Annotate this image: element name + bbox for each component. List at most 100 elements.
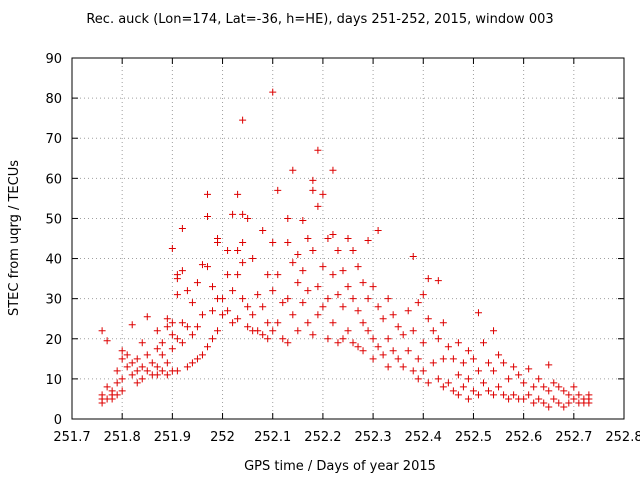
data-point xyxy=(294,279,302,287)
data-point xyxy=(244,214,252,222)
data-point xyxy=(505,375,513,383)
data-point xyxy=(434,335,442,343)
data-point xyxy=(118,375,126,383)
x-tick-label: 252.4 xyxy=(405,430,442,445)
data-point xyxy=(374,226,382,234)
data-point xyxy=(178,339,186,347)
data-point xyxy=(294,251,302,259)
data-point xyxy=(369,355,377,363)
data-point xyxy=(449,387,457,395)
data-point xyxy=(219,311,227,319)
data-point xyxy=(309,186,317,194)
data-point xyxy=(444,379,452,387)
data-point xyxy=(244,303,252,311)
data-point xyxy=(274,319,282,327)
data-point xyxy=(314,202,322,210)
data-point xyxy=(369,283,377,291)
data-point xyxy=(374,303,382,311)
data-point xyxy=(259,303,267,311)
data-point xyxy=(224,271,232,279)
data-point xyxy=(289,311,297,319)
data-point xyxy=(264,319,272,327)
data-point xyxy=(434,277,442,285)
data-point xyxy=(414,355,422,363)
data-point xyxy=(520,379,528,387)
data-point xyxy=(269,327,277,335)
data-point xyxy=(158,339,166,347)
data-point xyxy=(173,291,181,299)
data-point xyxy=(234,271,242,279)
data-point xyxy=(530,399,538,407)
axis-ticks: 251.7 251.8 251.9 252 252.1 252.2 252.3 252.4 25… xyxy=(45,52,640,445)
data-point xyxy=(304,287,312,295)
y-tick-label: 20 xyxy=(45,333,62,348)
data-point xyxy=(143,351,151,359)
data-point xyxy=(299,216,307,224)
data-point xyxy=(329,230,337,238)
data-point xyxy=(284,295,292,303)
data-point xyxy=(344,327,352,335)
data-point xyxy=(474,309,482,317)
data-point xyxy=(299,267,307,275)
data-point xyxy=(419,339,427,347)
data-point xyxy=(339,303,347,311)
data-point xyxy=(339,267,347,275)
data-point xyxy=(198,261,206,269)
data-point xyxy=(314,146,322,154)
data-point xyxy=(560,387,568,395)
data-point xyxy=(183,287,191,295)
data-point xyxy=(389,311,397,319)
data-point xyxy=(168,245,176,253)
data-point xyxy=(545,361,553,369)
data-point xyxy=(479,339,487,347)
data-point xyxy=(424,379,432,387)
data-point xyxy=(138,363,146,371)
data-point xyxy=(439,319,447,327)
data-point xyxy=(359,279,367,287)
data-point xyxy=(249,255,257,263)
data-point xyxy=(289,166,297,174)
data-point xyxy=(444,343,452,351)
data-point xyxy=(209,307,217,315)
data-point xyxy=(570,383,578,391)
data-point xyxy=(284,239,292,247)
data-point xyxy=(183,323,191,331)
data-point xyxy=(234,247,242,255)
data-point xyxy=(354,343,362,351)
data-point xyxy=(269,239,277,247)
data-point xyxy=(359,319,367,327)
data-point xyxy=(585,391,593,399)
data-point xyxy=(103,337,111,345)
data-point xyxy=(178,224,186,232)
data-point xyxy=(133,379,141,387)
data-point xyxy=(374,343,382,351)
data-point xyxy=(304,319,312,327)
y-tick-label: 80 xyxy=(45,92,62,107)
data-point xyxy=(118,355,126,363)
data-point xyxy=(274,186,282,194)
data-point xyxy=(153,371,161,379)
data-point xyxy=(188,331,196,339)
y-tick-label: 90 xyxy=(45,52,62,67)
data-point xyxy=(178,267,186,275)
data-point xyxy=(103,383,111,391)
data-point xyxy=(143,367,151,375)
data-point xyxy=(173,367,181,375)
data-point xyxy=(203,343,211,351)
data-point xyxy=(163,323,171,331)
data-point xyxy=(464,347,472,355)
data-point xyxy=(113,367,121,375)
data-point xyxy=(565,399,573,407)
data-point xyxy=(525,391,533,399)
data-point xyxy=(419,367,427,375)
data-point xyxy=(384,363,392,371)
data-point xyxy=(294,327,302,335)
data-point xyxy=(224,307,232,315)
data-point xyxy=(163,359,171,367)
data-point xyxy=(193,355,201,363)
data-point xyxy=(98,327,106,335)
data-point xyxy=(394,323,402,331)
plot-frame xyxy=(71,57,625,420)
data-point xyxy=(510,363,518,371)
